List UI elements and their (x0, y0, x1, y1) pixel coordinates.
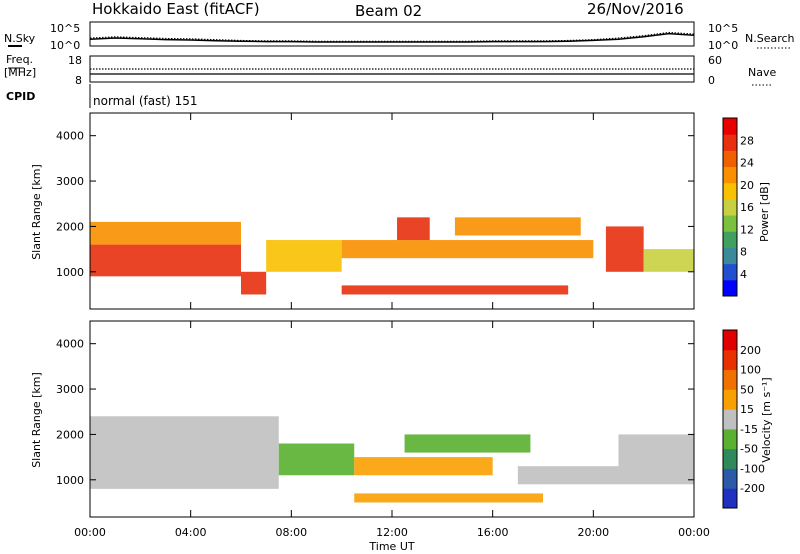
velocity-band-2 (354, 457, 493, 476)
freq-strip: Freq. [MHz] 18 8 60 0 Nave (4, 53, 776, 87)
beam-title: Beam 02 (355, 2, 422, 20)
colorbar-swatch (723, 231, 737, 248)
power-panel: 4000 3000 2000 1000 Slant Range [km] 28 24 20… (30, 112, 771, 310)
colorbar-tick-label: 100 (740, 364, 761, 377)
colorbar-swatch (723, 330, 737, 351)
nsearch-tick-high: 10^5 (708, 22, 738, 35)
time-tick-label: 00:00 (74, 526, 106, 539)
range-tick-label: 1000 (56, 474, 84, 487)
nsearch-label: N.Search (745, 32, 795, 45)
power-cbar-label: Power [dB] (758, 182, 771, 242)
colorbar-tick-label: 20 (740, 179, 754, 192)
colorbar-tick-label: 8 (740, 246, 747, 259)
velocity-band-4 (354, 493, 543, 503)
range-tick-label: 2000 (56, 428, 84, 441)
power-band-7 (454, 217, 581, 236)
range-tick-label: 4000 (56, 338, 84, 351)
date-title: 26/Nov/2016 (587, 0, 684, 18)
colorbar-swatch (723, 263, 737, 281)
colorbar-swatch (723, 166, 737, 184)
velocity-cbar-label: Velocity [m s⁻¹] (760, 377, 773, 462)
nave-tick-high: 60 (708, 54, 722, 67)
range-tick-label: 1000 (56, 266, 84, 279)
colorbar-swatch (723, 118, 737, 135)
power-band-4 (341, 240, 594, 259)
colorbar-swatch (723, 349, 737, 371)
freq-tick-low: 8 (75, 74, 82, 87)
colorbar-swatch (723, 247, 737, 265)
colorbar-swatch (723, 409, 737, 430)
nsky-label: N.Sky (4, 32, 36, 45)
power-band-8 (605, 226, 644, 272)
colorbar-tick-label: 4 (740, 268, 747, 281)
nsky-strip: N.Sky 10^5 10^0 10^5 10^0 N.Search (4, 21, 795, 52)
range-tick-label: 3000 (56, 175, 84, 188)
velocity-band-1 (278, 443, 355, 476)
colorbar-swatch (723, 389, 737, 410)
time-tick-label: 00:00 (678, 526, 710, 539)
velocity-panel: 4000 3000 2000 1000 Slant Range [km] 200 100… (30, 320, 773, 518)
range-tick-label: 4000 (56, 130, 84, 143)
freq-unit: [MHz] (4, 66, 36, 79)
colorbar-swatch (723, 448, 737, 469)
time-tick-label: 08:00 (275, 526, 307, 539)
colorbar-swatch (723, 488, 737, 509)
station-title: Hokkaido East (fitACF) (92, 0, 260, 18)
power-band-6 (341, 285, 569, 295)
colorbar-tick-label: -50 (740, 443, 758, 456)
colorbar-frame (722, 117, 738, 297)
cpid-label: CPID (6, 90, 35, 103)
nave-label: Nave (748, 66, 776, 79)
nsky-tick-high: 10^5 (50, 22, 80, 35)
colorbar-tick-label: 200 (740, 344, 761, 357)
colorbar-swatch (723, 279, 737, 297)
cpid-value: normal (fast) 151 (93, 94, 197, 108)
power-band-1 (90, 221, 241, 245)
nave-tick-low: 0 (708, 74, 715, 87)
colorbar-tick-label: 24 (740, 157, 754, 170)
freq-tick-high: 18 (68, 54, 82, 67)
nsky-tick-low: 10^0 (50, 39, 80, 52)
colorbar-swatch (723, 428, 737, 450)
colorbar-swatch (723, 182, 737, 200)
velocity-band-6 (618, 434, 694, 485)
velocity-band-3 (404, 434, 531, 453)
colorbar-frame (722, 329, 738, 509)
power-ylabel: Slant Range [km] (30, 164, 43, 260)
power-band-2 (241, 271, 267, 295)
colorbar-swatch (723, 134, 737, 151)
colorbar-tick-label: -15 (740, 423, 758, 436)
power-band-0 (90, 244, 241, 277)
time-tick-label: 12:00 (376, 526, 408, 539)
power-band-9 (643, 249, 694, 272)
time-tick-label: 20:00 (577, 526, 609, 539)
colorbar-swatch (723, 198, 737, 216)
colorbar-swatch (723, 369, 737, 390)
velocity-band-0 (90, 416, 279, 489)
time-tick-label: 04:00 (175, 526, 207, 539)
time-tick-label: 16:00 (477, 526, 509, 539)
colorbar-tick-label: 15 (740, 403, 754, 416)
colorbar-tick-label: -100 (740, 462, 765, 475)
power-band-5 (397, 217, 430, 241)
colorbar-tick-label: 12 (740, 223, 754, 236)
nsearch-tick-low: 10^0 (708, 39, 738, 52)
colorbar-tick-label: 16 (740, 201, 754, 214)
time-axis-label: Time UT (368, 540, 414, 553)
velocity-ylabel: Slant Range [km] (30, 372, 43, 468)
range-tick-label: 2000 (56, 220, 84, 233)
freq-label: Freq. (6, 53, 33, 66)
colorbar-tick-label: 50 (740, 383, 754, 396)
colorbar-swatch (723, 150, 737, 168)
colorbar-swatch (723, 215, 737, 232)
range-tick-label: 3000 (56, 383, 84, 396)
power-band-3 (266, 240, 342, 272)
velocity-band-5 (517, 466, 619, 485)
colorbar-tick-label: 28 (740, 134, 754, 147)
colorbar-swatch (723, 468, 737, 489)
colorbar-tick-label: -200 (740, 482, 765, 495)
nsky-series-line (89, 32, 695, 43)
